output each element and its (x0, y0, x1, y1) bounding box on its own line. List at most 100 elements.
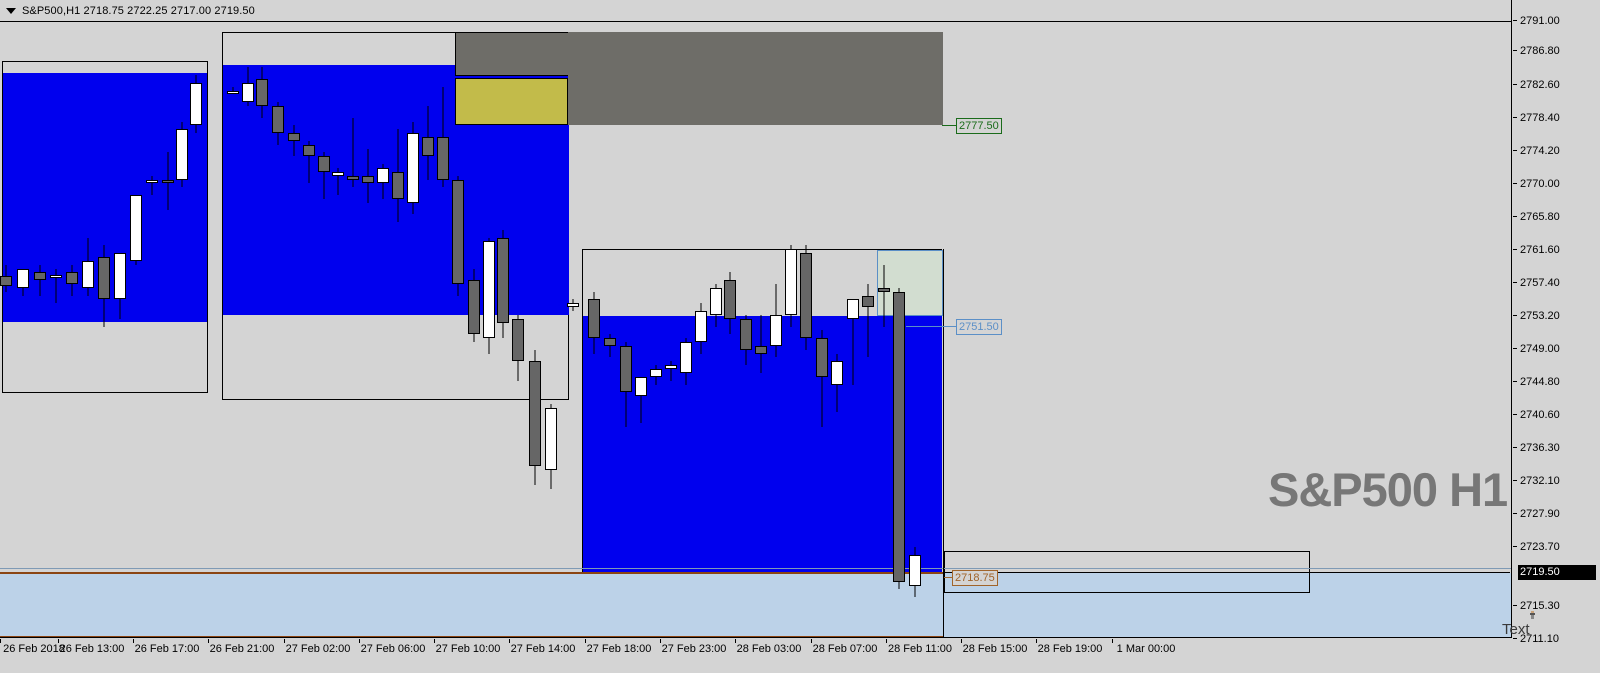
price-tick: 2732.10 (1513, 474, 1600, 488)
price-tick-mark (1513, 638, 1517, 639)
price-tick-mark (1513, 513, 1517, 514)
time-axis[interactable]: 26 Feb 2018 26 Feb 13:00 26 Feb 17:00 26 Fe… (0, 639, 1512, 673)
candle-body-bearish (392, 171, 404, 199)
candlestick (740, 21, 752, 638)
candlestick (695, 21, 707, 638)
time-tick-mark (1112, 639, 1113, 643)
candle-body-bearish (362, 175, 374, 184)
candle-wick (337, 167, 339, 196)
resistance-tag-2777[interactable]: 2777.50 (956, 118, 1002, 134)
time-tick-mark (735, 639, 736, 643)
candle-wick (55, 268, 57, 304)
time-tick-label: 27 Feb 06:00 (360, 643, 426, 655)
candlestick (755, 21, 767, 638)
time-tick-label: 1 Mar 00:00 (1116, 643, 1176, 655)
candle-wick (640, 376, 642, 424)
candle-body-bearish (98, 256, 110, 300)
candlestick (665, 21, 677, 638)
price-tick: 2791.00 (1513, 14, 1600, 28)
price-tick: 2736.30 (1513, 441, 1600, 455)
candle-wick (352, 117, 354, 188)
candle-body-bullish (847, 299, 859, 319)
caret-down-icon[interactable] (6, 7, 16, 14)
price-tick-label: 2736.30 (1520, 442, 1560, 454)
time-tick-label: 27 Feb 23:00 (661, 643, 727, 655)
time-tick-label: 26 Feb 2018 (3, 643, 65, 655)
zone-band-lightblue[interactable] (0, 573, 1512, 637)
candle-body-bearish (497, 237, 509, 323)
candlestick (0, 21, 12, 638)
candlestick (567, 21, 579, 638)
price-tick-mark (1513, 315, 1517, 316)
price-tick-label: 2732.10 (1520, 475, 1560, 487)
candle-body-bullish (407, 133, 419, 203)
candlestick (114, 21, 126, 638)
time-tick-mark (1036, 639, 1037, 643)
zone-rect-olive[interactable] (455, 78, 568, 125)
text-tool-label-text: Text (1502, 621, 1530, 638)
time-tick-mark (509, 639, 510, 643)
price-tick-mark (1513, 150, 1517, 151)
candlestick (468, 21, 480, 638)
price-tick-label: 2723.70 (1520, 541, 1560, 553)
candlestick (878, 21, 890, 638)
candle-body-bullish (227, 90, 239, 94)
time-tick-label: 27 Feb 18:00 (586, 643, 652, 655)
price-tick-label: 2774.20 (1520, 145, 1560, 157)
candlestick (483, 21, 495, 638)
vline-zone-right-edge[interactable] (943, 249, 944, 637)
candlestick (176, 21, 188, 638)
candlestick (362, 21, 374, 638)
candle-body-bearish (422, 137, 434, 157)
time-tick-mark (660, 639, 661, 643)
candle-body-bearish (347, 175, 359, 180)
price-tick: 2774.20 (1513, 144, 1600, 158)
candlestick (377, 21, 389, 638)
candlestick (242, 21, 254, 638)
text-tool-cursor-icon (1530, 611, 1535, 619)
candle-body-bearish (272, 106, 284, 134)
candle-body-bearish (318, 156, 330, 172)
candlestick (452, 21, 464, 638)
candle-body-bullish (130, 195, 142, 261)
candle-body-bearish (437, 137, 449, 180)
candlestick (146, 21, 158, 638)
price-tick: 2761.60 (1513, 243, 1600, 257)
candlestick (332, 21, 344, 638)
hline-black-mid[interactable] (944, 572, 1510, 573)
candle-body-bearish (816, 338, 828, 377)
price-tick-mark (1513, 414, 1517, 415)
resistance-tag-2777-leader (942, 125, 956, 126)
time-tick-label: 26 Feb 17:00 (134, 643, 200, 655)
candle-wick (442, 86, 444, 188)
time-tick-mark (133, 639, 134, 643)
candlestick (17, 21, 29, 638)
candle-body-bullish (17, 268, 29, 288)
candle-body-bullish (483, 241, 495, 339)
price-axis[interactable]: 2791.00 2786.80 2782.60 2778.40 2774.20 2770.… (1513, 0, 1600, 673)
zone-rect-1-outline[interactable] (2, 61, 208, 393)
time-tick-label: 26 Feb 13:00 (59, 643, 125, 655)
price-tick-mark (1513, 348, 1517, 349)
zone-rect-sage[interactable] (877, 250, 943, 316)
price-tick-mark (1513, 117, 1517, 118)
candlestick (588, 21, 600, 638)
chart-plot-area[interactable]: S&P500 H1 (0, 21, 1512, 638)
candle-body-bullish (114, 253, 126, 300)
candlestick (98, 21, 110, 638)
candlestick (407, 21, 419, 638)
chart-watermark: S&P500 H1 (1268, 463, 1508, 516)
hline-brown-upper[interactable] (0, 572, 944, 574)
support-tag-2751[interactable]: 2751.50 (956, 319, 1002, 335)
plot-top-border (0, 21, 1512, 22)
candlestick (710, 21, 722, 638)
candle-body-bearish (755, 345, 767, 354)
candle-body-bearish (303, 144, 315, 157)
hline-steel-current[interactable] (0, 568, 1512, 569)
candle-body-bearish (604, 338, 616, 346)
candlestick (847, 21, 859, 638)
price-tick-mark (1513, 282, 1517, 283)
candle-body-bullish (831, 361, 843, 385)
zone-rect-gray-wide[interactable] (568, 32, 943, 125)
entry-tag-2718[interactable]: 2718.75 (952, 570, 998, 586)
